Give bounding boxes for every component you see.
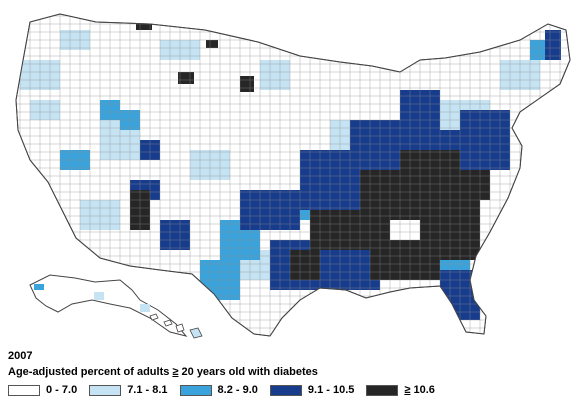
legend-label: 7.1 - 8.1 [127,384,168,396]
continental-us [15,13,571,337]
county-grid [16,14,570,336]
legend-item-8-9: 8.2 - 9.0 [179,384,258,396]
legend-label-symbol: ≥ [404,384,411,396]
legend-title-suffix: 20 years old with diabetes [178,366,318,378]
legend-label: ≥ 10.6 [404,384,435,396]
legend-swatch [89,384,122,396]
legend-item-9-10: 9.1 - 10.5 [269,384,355,396]
legend-item-10-plus: ≥ 10.6 [366,384,435,396]
legend-title-symbol: ≥ [172,366,179,378]
hawaii [149,313,203,339]
legend-item-7-8: 7.1 - 8.1 [89,384,168,396]
legend-title: Age-adjusted percent of adults ≥ 20 year… [8,366,318,378]
legend-swatch [366,384,399,396]
map-year: 2007 [8,350,33,362]
legend-item-0-7: 0 - 7.0 [8,384,77,396]
alaska [29,274,188,337]
legend-label: 8.2 - 9.0 [217,384,258,396]
legend-title-prefix: Age-adjusted percent of adults [8,366,173,378]
legend-label-value: 10.6 [410,384,435,396]
us-county-diabetes-map [15,13,571,339]
legend-swatch [269,384,302,396]
legend-swatch [8,384,40,396]
legend-label: 0 - 7.0 [46,384,78,396]
legend-swatch [179,384,212,396]
legend: 0 - 7.0 7.1 - 8.1 8.2 - 9.0 9.1 - 10.5 ≥… [8,384,447,396]
legend-label: 9.1 - 10.5 [307,384,355,396]
